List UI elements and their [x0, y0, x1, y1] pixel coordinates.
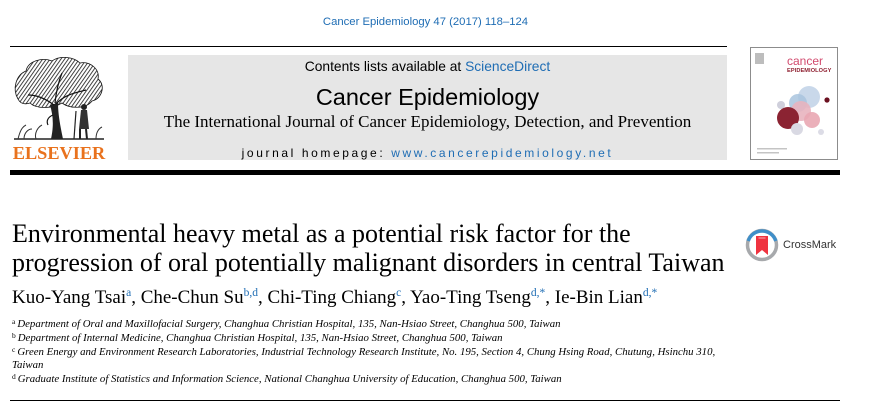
crossmark-button[interactable]: CrossMark [745, 228, 837, 262]
author-separator: , [545, 287, 550, 308]
journal-citation-link[interactable]: Cancer Epidemiology 47 (2017) 118–124 [322, 16, 529, 28]
author-affiliation-link[interactable]: c [396, 287, 402, 299]
article-title: Environmental heavy metal as a potential… [12, 219, 725, 277]
affiliation-label: b [12, 330, 16, 340]
author-name: Kuo-Yang Tsai [12, 287, 127, 308]
author-name: Chi-Ting Chiang [267, 287, 397, 308]
author-name: Che-Chun Su [140, 287, 244, 308]
author-separator: , [131, 287, 136, 308]
author-affiliation-link[interactable]: a [126, 287, 132, 299]
publisher-logo-text: ELSEVIER [12, 143, 106, 163]
affiliation-text: Green Energy and Environment Research La… [12, 345, 716, 372]
affiliation-item: b Department of Internal Medicine, Changh… [12, 332, 726, 346]
journal-title: Cancer Epidemiology [315, 84, 540, 110]
crossmark-icon [745, 228, 779, 262]
scholar-figure [73, 104, 89, 140]
affiliations-bottom-divider [10, 400, 840, 401]
affiliation-text: Department of Internal Medicine, Changhu… [17, 331, 503, 344]
author-affiliation-link[interactable]: d,* [530, 287, 546, 299]
author-separator: , [258, 287, 263, 308]
crossmark-label: CrossMark [783, 239, 837, 251]
author-name: Yao-Ting Tseng [410, 287, 531, 308]
affiliation-item: d Graduate Institute of Statistics and In… [12, 373, 726, 387]
article-title-line1: Environmental heavy metal as a potential… [12, 219, 631, 248]
top-divider [10, 46, 727, 47]
affiliation-text: Graduate Institute of Statistics and Inf… [17, 373, 562, 386]
affiliation-text: Department of Oral and Maxillofacial Sur… [17, 318, 561, 330]
author-name: Ie-Bin Lian [554, 287, 643, 308]
journal-cover-thumbnail: cancer EPIDEMIOLOGY [750, 47, 838, 160]
cover-title-line1: cancer [787, 54, 824, 68]
author-affiliation-link[interactable]: d,* [642, 287, 658, 299]
journal-homepage-link[interactable]: www.cancerepidemiology.net [391, 146, 614, 160]
contents-prefix: Contents lists available at [304, 59, 462, 74]
journal-header-box: Contents lists available at ScienceDirec… [128, 55, 727, 160]
elsevier-tree-logo [14, 57, 104, 140]
journal-subtitle: The International Journal of Cancer Epid… [163, 112, 692, 131]
journal-homepage-line: journal homepage: www.cancerepidemiology… [128, 145, 727, 161]
affiliation-item: a Department of Oral and Maxillofacial Su… [12, 318, 726, 332]
homepage-prefix: journal homepage: [241, 146, 386, 160]
cover-title-line2: EPIDEMIOLOGY [787, 68, 832, 74]
author-separator: , [401, 287, 407, 308]
cover-artwork [755, 53, 830, 154]
affiliation-list: a Department of Oral and Maxillofacial Su… [12, 318, 726, 387]
author-list: Kuo-Yang Tsaia, Che-Chun Sub,d, Chi-Ting… [12, 286, 657, 310]
affiliation-label: c [12, 344, 16, 354]
affiliation-label: a [12, 317, 16, 326]
affiliation-label: d [12, 372, 16, 382]
sciencedirect-link[interactable]: ScienceDirect [465, 59, 551, 74]
affiliation-item: c Green Energy and Environment Research L… [12, 344, 726, 374]
header-thick-divider [10, 170, 840, 175]
contents-availability-line: Contents lists available at ScienceDirec… [128, 59, 727, 75]
article-title-line2: progression of oral potentially malignan… [12, 248, 725, 277]
author-affiliation-link[interactable]: b,d [243, 287, 259, 299]
